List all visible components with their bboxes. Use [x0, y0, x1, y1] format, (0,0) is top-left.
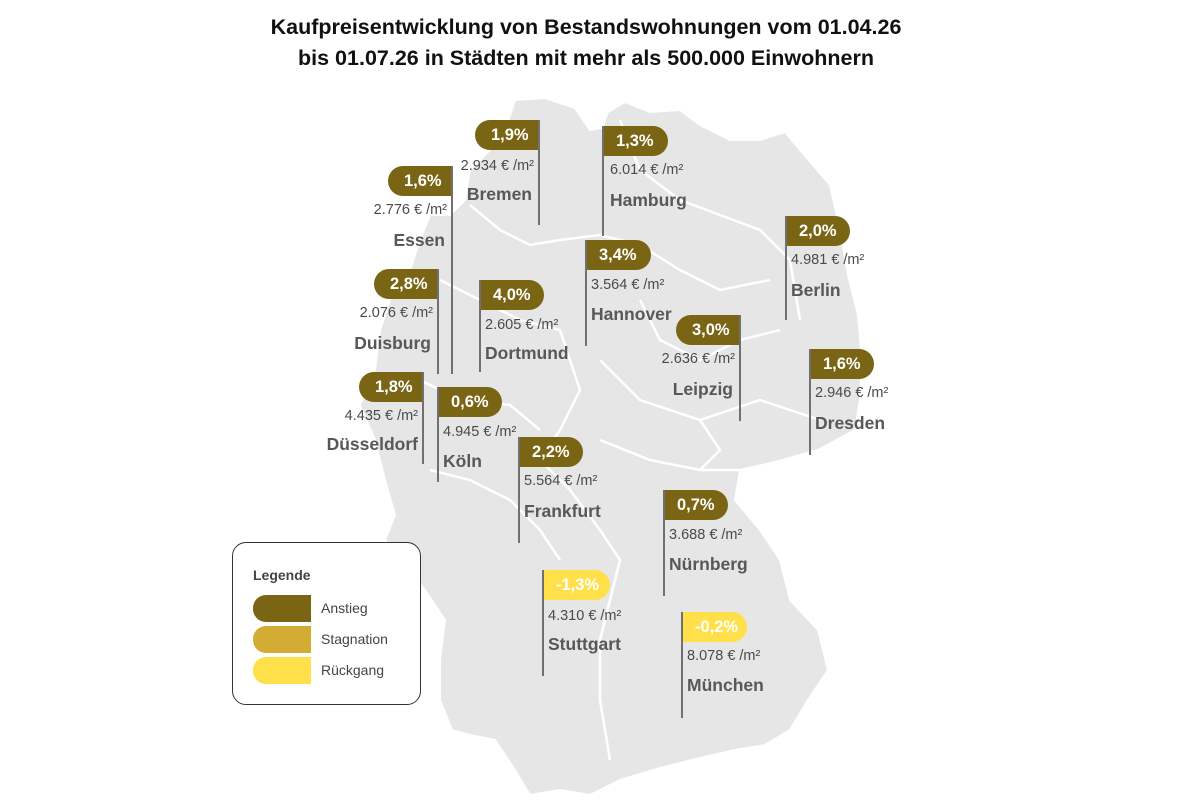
city-line	[422, 372, 424, 464]
city-name: Dresden	[815, 413, 886, 433]
change-badge: 1,6%	[388, 166, 451, 196]
city-line	[602, 126, 604, 236]
price-label: 2.934 € /m²	[460, 158, 534, 174]
price-label: 4.310 € /m²	[548, 608, 622, 624]
price-label: 2.605 € /m²	[485, 317, 559, 333]
city-name: Leipzig	[672, 379, 733, 399]
change-badge: 2,8%	[374, 269, 437, 299]
change-badge: -0,2%	[683, 612, 747, 642]
price-label: 3.564 € /m²	[591, 277, 665, 293]
city-line	[437, 387, 439, 482]
city-name: Frankfurt	[524, 501, 601, 521]
change-badge: 3,4%	[587, 240, 651, 270]
legend-label: Rückgang	[321, 662, 385, 678]
price-label: 2.776 € /m²	[373, 202, 447, 218]
change-badge: 1,8%	[359, 372, 422, 402]
change-badge: 0,6%	[439, 387, 502, 417]
change-badge: 3,0%	[676, 315, 739, 345]
price-label: 4.435 € /m²	[344, 408, 418, 424]
price-label: 4.981 € /m²	[791, 252, 865, 268]
city-line	[542, 570, 544, 676]
city-name: Köln	[443, 451, 482, 471]
change-badge: 1,9%	[475, 120, 538, 150]
change-badge: 0,7%	[665, 490, 728, 520]
change-badge: 4,0%	[481, 280, 544, 310]
city-line	[739, 315, 741, 421]
price-label: 5.564 € /m²	[524, 473, 598, 489]
change-badge: 1,3%	[604, 126, 668, 156]
change-badge: 1,6%	[811, 349, 874, 379]
city-line	[437, 269, 439, 374]
legend-title: Legende	[253, 567, 311, 583]
city-name: Stuttgart	[548, 634, 621, 654]
change-badge: 2,2%	[520, 437, 583, 467]
city-line	[518, 437, 520, 543]
city-line	[538, 120, 540, 225]
city-name: München	[687, 675, 764, 695]
city-line	[585, 240, 587, 346]
city-name: Hannover	[591, 304, 672, 324]
city-line	[681, 612, 683, 718]
legend-label: Anstieg	[321, 600, 368, 616]
legend: Legende Anstieg Stagnation Rückgang	[232, 542, 421, 705]
city-line	[809, 349, 811, 455]
city-name: Dortmund	[485, 343, 569, 363]
title-line-2: bis 01.07.26 in Städten mit mehr als 500…	[298, 46, 874, 70]
change-badge: 2,0%	[787, 216, 850, 246]
map-title: Kaufpreisentwicklung von Bestandswohnung…	[0, 12, 1172, 74]
city-line	[451, 166, 453, 374]
price-label: 2.076 € /m²	[359, 305, 433, 321]
city-name: Bremen	[466, 184, 532, 204]
price-label: 2.636 € /m²	[661, 351, 735, 367]
city-line	[663, 490, 665, 596]
city-name: Essen	[393, 230, 445, 250]
change-badge: -1,3%	[544, 570, 610, 600]
legend-swatch-rueckgang	[253, 657, 311, 684]
city-name: Hamburg	[610, 190, 687, 210]
city-line	[479, 280, 481, 372]
city-name: Nürnberg	[669, 554, 748, 574]
legend-swatch-stagnation	[253, 626, 311, 653]
city-name: Duisburg	[354, 333, 431, 353]
price-label: 4.945 € /m²	[443, 424, 517, 440]
price-label: 3.688 € /m²	[669, 527, 743, 543]
title-line-1: Kaufpreisentwicklung von Bestandswohnung…	[270, 15, 902, 39]
city-line	[785, 216, 787, 320]
legend-swatch-anstieg	[253, 595, 311, 622]
price-label: 6.014 € /m²	[610, 162, 684, 178]
city-name: Düsseldorf	[326, 434, 418, 454]
price-label: 8.078 € /m²	[687, 648, 761, 664]
city-name: Berlin	[791, 280, 841, 300]
legend-label: Stagnation	[321, 631, 388, 647]
price-label: 2.946 € /m²	[815, 385, 889, 401]
